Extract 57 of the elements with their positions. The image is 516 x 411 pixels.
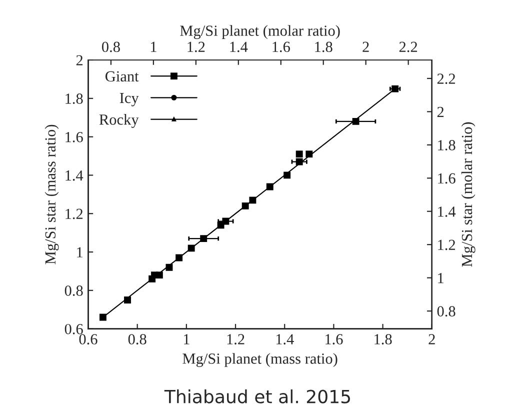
legend-label: Icy [120,92,139,106]
x2-tick-label: 1.6 [272,42,290,52]
y2-tick-label: 2 [437,106,444,117]
y2-axis-title: Mg/Si star (molar ratio) [461,122,476,267]
point [166,264,173,271]
point [124,296,131,304]
point [217,222,224,229]
x2-tick-label: 1.2 [188,42,205,52]
point [284,172,291,179]
y2-tick-label: 1.2 [438,240,456,250]
x-axis-title: Mg/Si planet (mass ratio) [182,353,338,367]
x2-tick-label: 0.8 [102,42,120,52]
x-tick-label: 1.4 [276,334,294,344]
point [99,314,106,321]
x-tick-label: 1.6 [326,334,343,344]
point [222,218,230,225]
legend-label: Rocky [99,114,139,128]
x2-tick-label: 1.4 [230,42,248,52]
x-tick-label: 0.8 [128,334,146,344]
y-tick-label: 2 [76,55,83,66]
point [156,272,163,279]
y-tick-label: 0.8 [64,286,83,296]
point [188,244,195,252]
point [306,150,313,158]
point [392,85,399,92]
point [296,158,303,166]
y-tick-label: 1.8 [66,94,83,104]
point [249,196,256,204]
x-tick-label: 1.8 [374,334,392,344]
point [200,235,208,242]
point [176,254,183,262]
x2-tick-label: 1 [150,42,156,52]
legend-label: Giant [106,71,139,82]
y-tick-label: 1.4 [66,170,84,181]
x2-axis-title: Mg/Si planet (molar ratio) [180,25,340,40]
y2-tick-label: 0.8 [437,306,456,317]
y-axis-title: Mg/Si star (mass ratio) [44,124,59,264]
point [296,150,303,158]
y2-tick-label: 2.2 [437,74,456,84]
y-tick-label: 1 [77,247,82,258]
text: Thiabaud et al. 2015 [164,389,350,404]
y-tick-label: 1.2 [66,208,83,220]
y-tick-label: 0.6 [64,324,83,334]
x-tick-label: 1.2 [227,334,244,344]
point [266,183,274,190]
y2-tick-label: 1.4 [438,206,456,217]
x2-tick-label: 2.2 [399,42,418,52]
point [352,118,360,125]
y2-tick-label: 1 [438,273,444,284]
x2-tick-label: 2 [362,42,369,52]
x-tick-label: 1 [184,334,190,344]
x2-tick-label: 1.8 [315,42,332,52]
y2-tick-label: 1.6 [438,173,456,184]
y-tick-label: 1.6 [66,132,83,142]
point [242,202,249,210]
x-tick-label: 2 [428,334,435,344]
y2-tick-label: 1.8 [438,140,456,150]
